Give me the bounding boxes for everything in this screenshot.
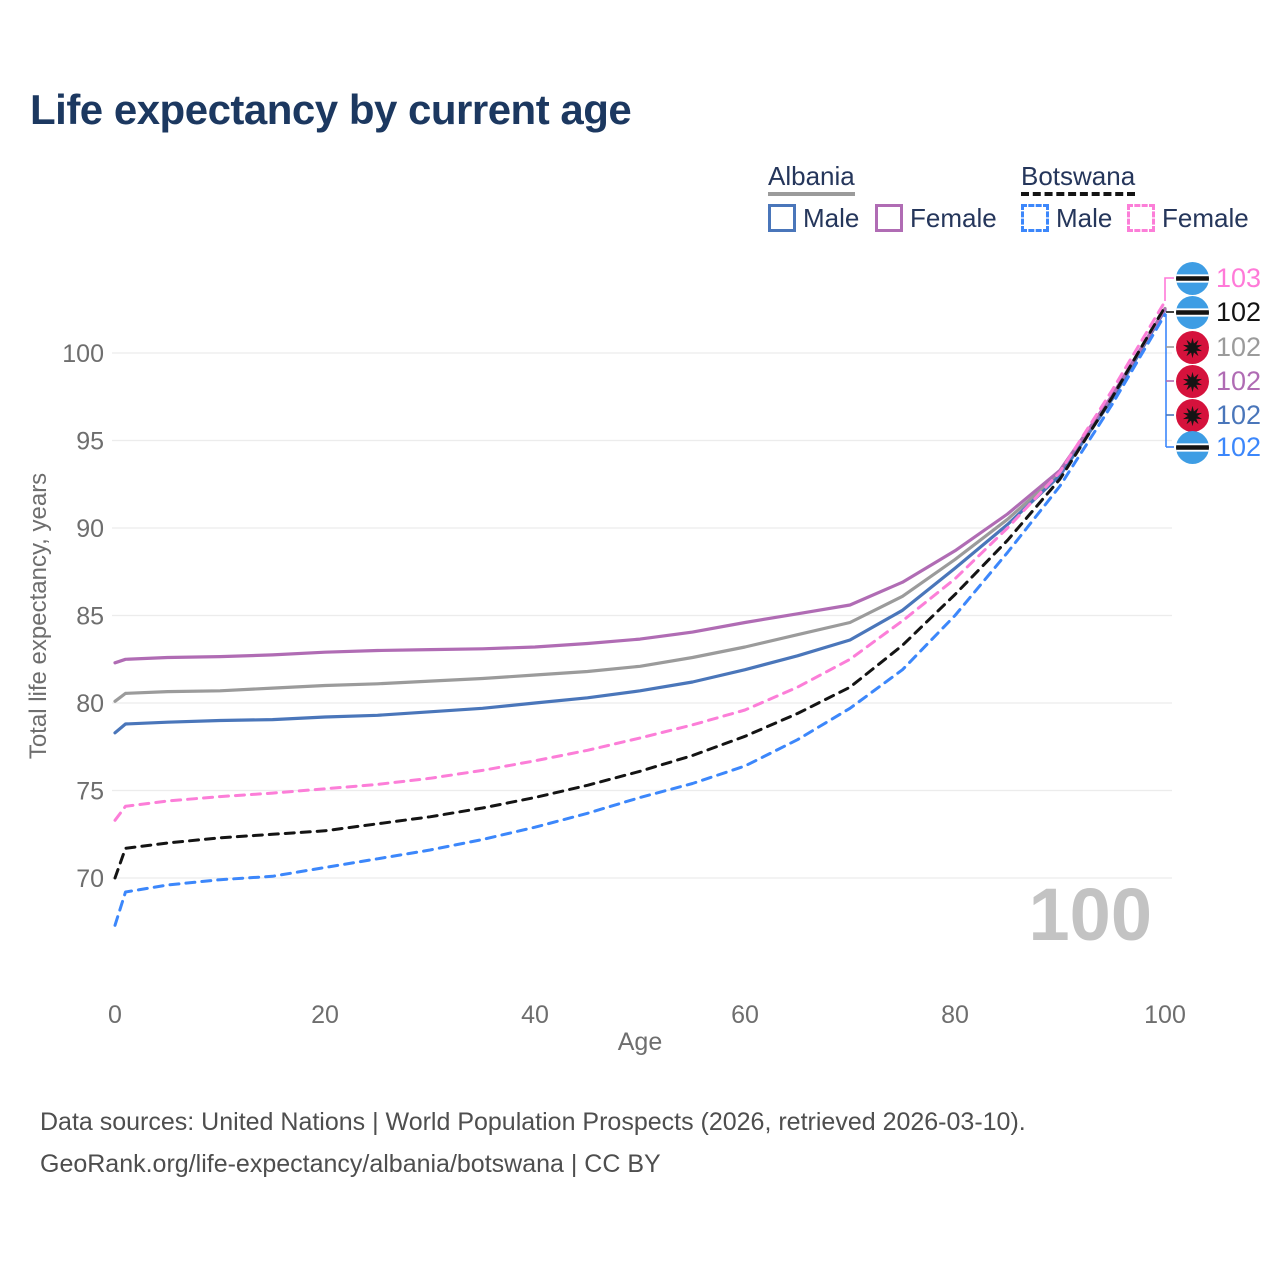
end-label-row: 102 xyxy=(1176,364,1261,398)
legend-item-label: Male xyxy=(1056,202,1113,233)
albania-male-swatch-icon xyxy=(768,204,796,232)
attribution-link-text[interactable]: GeoRank.org/life-expectancy/albania/bots… xyxy=(40,1150,661,1178)
series-line-botswana-total[interactable] xyxy=(113,305,1167,880)
botswana-flag-icon xyxy=(1176,430,1209,464)
end-label-value: 103 xyxy=(1216,262,1262,293)
legend-item-albania-female[interactable]: Female xyxy=(875,202,997,233)
legend-item-botswana-male[interactable]: Male xyxy=(1021,202,1113,233)
end-label-value: 102 xyxy=(1216,399,1262,430)
y-tick-label: 100 xyxy=(62,340,104,368)
albania-flag-icon xyxy=(1176,330,1209,364)
y-tick-label: 80 xyxy=(76,690,104,718)
series-line-botswana-female[interactable] xyxy=(113,299,1167,822)
x-tick-label: 60 xyxy=(731,1001,759,1029)
botswana-flag-icon xyxy=(1176,295,1209,329)
series-line-botswana-male[interactable] xyxy=(113,313,1167,927)
y-tick-label: 85 xyxy=(76,603,104,631)
x-tick-label: 100 xyxy=(1144,1001,1186,1029)
x-tick-label: 80 xyxy=(941,1001,969,1029)
botswana-female-swatch-icon xyxy=(1127,204,1155,232)
legend-item-botswana-female[interactable]: Female xyxy=(1127,202,1249,233)
legend-group-albania[interactable]: Albania xyxy=(768,161,855,191)
y-tick-label: 95 xyxy=(76,428,104,456)
end-label-value: 102 xyxy=(1216,331,1262,362)
x-tick-label: 20 xyxy=(311,1001,339,1029)
series-line-albania-female[interactable] xyxy=(113,307,1167,665)
y-tick-label: 70 xyxy=(76,865,104,893)
albania-flag-icon xyxy=(1176,398,1209,432)
albania-flag-icon xyxy=(1176,364,1209,398)
y-tick-label: 90 xyxy=(76,515,104,543)
x-axis-title: Age xyxy=(618,1028,662,1056)
albania-total-line-swatch xyxy=(768,192,855,196)
y-axis-title: Total life expectancy, years xyxy=(25,473,52,759)
series-line-albania-total[interactable] xyxy=(113,306,1167,703)
x-tick-label: 0 xyxy=(108,1001,122,1029)
series-line-albania-male[interactable] xyxy=(113,308,1167,735)
end-label-value: 102 xyxy=(1216,296,1262,327)
y-tick-label: 75 xyxy=(76,778,104,806)
age-indicator: 100 xyxy=(1028,873,1152,956)
legend-item-label: Male xyxy=(803,202,860,233)
leader-line xyxy=(1164,277,1174,301)
legend-item-label: Female xyxy=(1162,202,1249,233)
legend-group-botswana[interactable]: Botswana xyxy=(1021,161,1136,191)
legend-item-albania-male[interactable]: Male xyxy=(768,202,860,233)
data-sources-text: Data sources: United Nations | World Pop… xyxy=(40,1108,1026,1136)
legend-item-label: Female xyxy=(910,202,997,233)
botswana-total-line-swatch xyxy=(1021,192,1135,196)
end-label-row: 102 xyxy=(1176,330,1261,364)
end-label-value: 102 xyxy=(1216,365,1262,396)
botswana-male-swatch-icon xyxy=(1021,204,1049,232)
end-label-row: 102 xyxy=(1176,430,1261,464)
x-tick-label: 40 xyxy=(521,1001,549,1029)
albania-female-swatch-icon xyxy=(875,204,903,232)
end-label-row: 103 xyxy=(1176,261,1261,295)
end-label-row: 102 xyxy=(1176,295,1261,329)
end-label-row: 102 xyxy=(1176,398,1261,432)
page-title: Life expectancy by current age xyxy=(30,86,632,133)
botswana-flag-icon xyxy=(1176,261,1209,295)
end-label-value: 102 xyxy=(1216,431,1262,462)
